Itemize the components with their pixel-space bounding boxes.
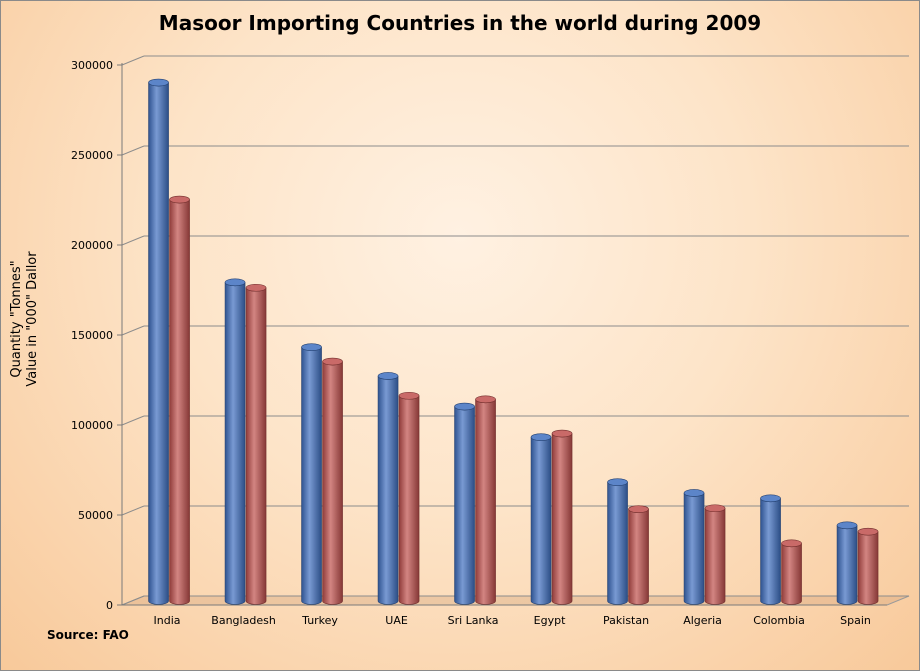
bar-turkey-s2 <box>322 361 343 605</box>
bar-spain-s2 <box>857 531 879 605</box>
bar-pakistan-s2 <box>628 509 649 605</box>
bar-top-pakistan-s2 <box>628 505 649 513</box>
bar-egypt-s1 <box>530 437 552 605</box>
bar-top-uae-s2 <box>398 391 420 400</box>
bar-top-colombia-s2 <box>781 539 802 548</box>
y-tick-label: 300000 <box>71 59 113 72</box>
y-tick-label: 250000 <box>71 149 113 162</box>
x-category-label: Colombia <box>753 614 805 627</box>
bar-colombia-s1 <box>760 498 781 605</box>
bar-sri-lanka-s1 <box>454 406 475 605</box>
x-category-label: Bangladesh <box>211 614 276 627</box>
x-category-label: Turkey <box>301 614 338 627</box>
x-category-label: India <box>154 614 181 627</box>
bar-top-algeria-s1 <box>683 489 705 497</box>
bar-top-bangladesh-s2 <box>245 283 267 292</box>
bar-algeria-s2 <box>704 508 726 605</box>
bar-uae-s1 <box>377 375 399 605</box>
bar-egypt-s2 <box>551 433 573 605</box>
y-tick-label: 50000 <box>78 509 113 522</box>
gridline-depth <box>121 415 145 426</box>
bar-top-pakistan-s1 <box>607 478 628 486</box>
gridline-depth <box>121 595 145 606</box>
bar-top-india-s1 <box>148 78 169 87</box>
bar-top-spain-s1 <box>836 521 858 530</box>
source-note: Source: FAO <box>47 628 129 642</box>
bar-top-egypt-s1 <box>530 433 552 441</box>
y-tick-label: 100000 <box>71 419 113 432</box>
bar-bangladesh-s2 <box>245 287 267 605</box>
y-tick-label: 0 <box>106 599 113 612</box>
bar-top-sri-lanka-s1 <box>454 402 475 411</box>
bar-top-bangladesh-s1 <box>224 278 246 287</box>
bar-colombia-s2 <box>781 543 802 605</box>
gridline-depth <box>121 145 145 156</box>
bar-pakistan-s1 <box>607 482 628 605</box>
x-category-label: UAE <box>385 614 408 627</box>
x-category-label: Algeria <box>683 614 722 627</box>
bar-spain-s1 <box>836 525 858 605</box>
bar-algeria-s1 <box>683 492 705 605</box>
bar-uae-s2 <box>398 395 420 605</box>
bar-sri-lanka-s2 <box>475 399 496 605</box>
y-tick-label: 150000 <box>71 329 113 342</box>
gridline-depth <box>121 55 145 66</box>
y-tick-label: 200000 <box>71 239 113 252</box>
x-category-label: Pakistan <box>603 614 649 627</box>
x-category-label: Spain <box>840 614 871 627</box>
x-category-label: Sri Lanka <box>448 614 499 627</box>
bar-turkey-s1 <box>301 347 322 605</box>
gridline-depth <box>121 235 145 246</box>
bar-top-turkey-s2 <box>322 357 343 366</box>
x-category-label: Egypt <box>534 614 566 627</box>
bar-india-s2 <box>169 199 190 605</box>
bar-top-sri-lanka-s2 <box>475 395 496 404</box>
gridline-depth <box>121 325 145 336</box>
bar-top-india-s2 <box>169 195 190 204</box>
gridline-depth <box>121 505 145 516</box>
bar-top-colombia-s1 <box>760 494 781 503</box>
bar-top-algeria-s2 <box>704 504 726 513</box>
bar-india-s1 <box>148 82 169 605</box>
bar-top-egypt-s2 <box>551 429 573 438</box>
bar-top-turkey-s1 <box>301 343 322 351</box>
bar-bangladesh-s1 <box>224 282 246 605</box>
bar-top-uae-s1 <box>377 372 399 380</box>
chart-title: Masoor Importing Countries in the world … <box>158 11 762 35</box>
bar-top-spain-s2 <box>857 527 879 536</box>
